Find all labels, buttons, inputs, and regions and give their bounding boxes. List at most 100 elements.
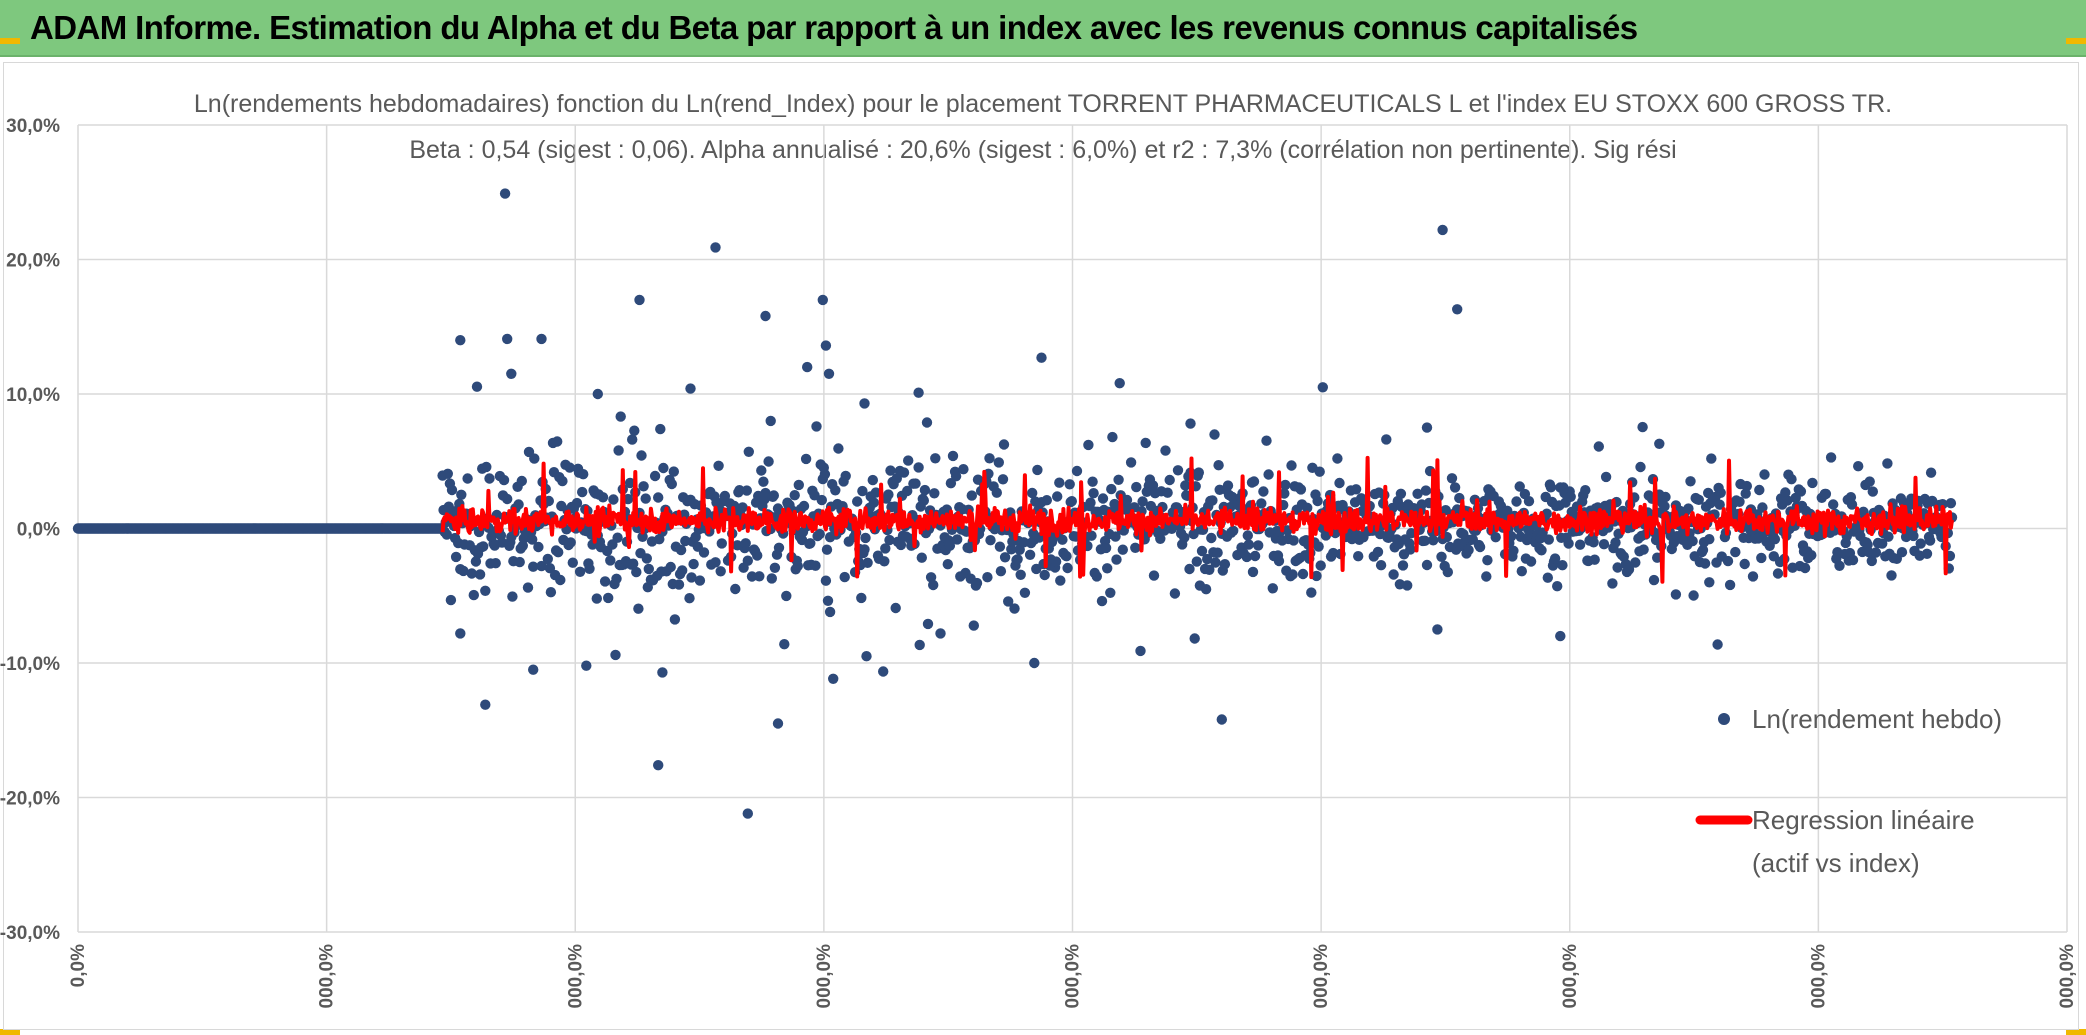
- data-point: [1131, 481, 1142, 493]
- data-point: [1247, 566, 1259, 578]
- data-point: [1739, 558, 1750, 570]
- data-point: [1137, 496, 1148, 507]
- data-point: [1659, 501, 1670, 512]
- data-point: [466, 568, 477, 579]
- data-point: [1924, 535, 1936, 546]
- y-tick-label: 20,0%: [6, 251, 60, 272]
- data-point: [820, 575, 832, 586]
- data-point: [1306, 587, 1317, 598]
- data-point: [1867, 486, 1879, 497]
- data-point: [1421, 559, 1433, 571]
- data-point: [1353, 551, 1364, 562]
- data-point: [1463, 544, 1474, 556]
- data-point: [1085, 497, 1096, 508]
- data-point: [1754, 484, 1765, 496]
- data-point: [856, 592, 867, 604]
- data-point: [1249, 550, 1261, 562]
- data-point: [810, 560, 821, 571]
- data-point-outlier: [634, 294, 645, 306]
- corner-marker-bottom-right: [2066, 1029, 2086, 1035]
- data-point: [1516, 566, 1528, 577]
- data-point: [1637, 421, 1648, 433]
- data-point: [1027, 487, 1038, 499]
- data-point: [885, 465, 896, 476]
- data-point: [1772, 568, 1784, 579]
- data-point: [1769, 534, 1781, 545]
- data-point: [445, 594, 457, 606]
- data-point: [1630, 557, 1641, 568]
- chart-title-line-2: Beta : 0,54 (sigest : 0,06). Alpha annua…: [409, 136, 1676, 164]
- data-point: [1350, 484, 1362, 495]
- data-point-outlier: [499, 188, 511, 199]
- data-point: [1064, 479, 1075, 490]
- data-point: [1580, 485, 1591, 496]
- data-point: [567, 557, 578, 568]
- data-point: [557, 475, 568, 487]
- data-point: [1180, 480, 1191, 491]
- data-point: [715, 566, 726, 577]
- data-point: [1915, 538, 1926, 549]
- data-point: [1612, 562, 1623, 573]
- data-point: [1589, 554, 1600, 565]
- data-point: [830, 485, 841, 496]
- data-point: [999, 552, 1011, 563]
- data-point: [1096, 595, 1108, 607]
- data-point: [498, 474, 510, 486]
- data-point: [730, 583, 741, 595]
- x-axis-tick-labels: 0,0% 000,0% 000,0% 000,0% 000,0% 000,0% 000,0%…: [68, 944, 2078, 1009]
- data-point: [615, 411, 626, 422]
- data-point: [507, 591, 518, 602]
- data-point-outlier: [1114, 378, 1125, 389]
- data-point: [1248, 476, 1260, 487]
- data-point: [879, 556, 890, 567]
- data-point: [1757, 502, 1768, 513]
- data-point: [870, 487, 882, 498]
- data-point: [684, 593, 695, 604]
- data-point: [816, 494, 827, 506]
- data-point: [1334, 477, 1345, 489]
- data-point: [1273, 555, 1285, 567]
- data-point: [880, 543, 891, 554]
- data-point: [746, 571, 758, 582]
- data-point: [1279, 488, 1290, 499]
- data-point: [763, 456, 774, 467]
- data-point: [669, 614, 681, 625]
- data-point: [1712, 639, 1723, 650]
- data-point: [571, 497, 583, 509]
- corner-marker-top-right: [2066, 38, 2086, 44]
- data-point: [633, 603, 644, 614]
- data-point: [528, 561, 539, 572]
- x-tick-label: 0,0%: [68, 944, 89, 987]
- data-point: [1607, 578, 1618, 589]
- data-point: [1130, 542, 1141, 553]
- data-point: [1288, 535, 1299, 546]
- data-point: [1502, 505, 1513, 516]
- data-point: [867, 474, 878, 486]
- data-point: [1012, 554, 1023, 565]
- data-point: [553, 547, 564, 558]
- data-point: [1715, 487, 1726, 498]
- data-point: [741, 485, 752, 496]
- data-point: [1523, 496, 1535, 507]
- data-point-outlier: [502, 333, 513, 345]
- data-point: [677, 565, 688, 576]
- data-point: [1061, 551, 1072, 562]
- data-point: [1110, 531, 1121, 542]
- data-point-outlier: [1036, 352, 1047, 363]
- data-point: [458, 565, 469, 577]
- data-point: [1623, 564, 1635, 575]
- data-point: [884, 534, 895, 546]
- data-point: [1877, 538, 1888, 549]
- legend-label-regression-sub: (actif vs index): [1752, 848, 1920, 878]
- data-point: [789, 490, 800, 501]
- data-point: [603, 592, 614, 604]
- data-point: [752, 550, 763, 561]
- data-point: [1052, 491, 1063, 502]
- data-point: [1057, 534, 1068, 545]
- corner-marker-bottom-left: [0, 1029, 20, 1035]
- data-point-outlier: [1704, 577, 1715, 588]
- data-point: [997, 474, 1009, 485]
- data-point: [798, 500, 810, 512]
- data-point: [918, 495, 929, 506]
- legend-label-regression: Regression linéaire: [1752, 805, 1975, 835]
